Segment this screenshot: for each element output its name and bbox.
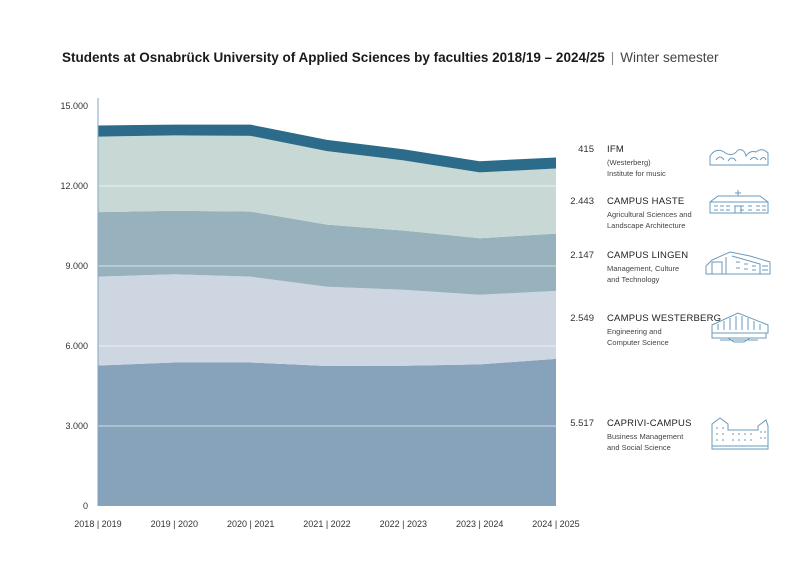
x-tick-label: 2019 | 2020 [151,519,198,529]
series-description-campus-lingen: Management, Culture [607,264,679,273]
area-ifm [98,124,556,173]
value-label-campus-westerberg: 2.549 [570,313,594,324]
value-label-caprivi-campus: 5.517 [570,418,594,429]
chart-subtitle: Winter semester [620,50,719,65]
series-name-ifm: IFM [607,144,624,155]
x-axis-ticks: 2018 | 2019 2019 | 2020 2020 | 2021 2021 | … [74,519,579,529]
chart-title-main: Students at Osnabrück University of Appl… [62,50,605,65]
value-label-campus-haste: 2.443 [570,196,594,207]
y-tick-label: 15.000 [60,101,88,111]
area-layers [98,124,556,506]
y-tick-label: 3.000 [65,421,88,431]
x-tick-label: 2023 | 2024 [456,519,503,529]
series-description-campus-lingen: and Technology [607,275,660,284]
series-description-campus-haste: Agricultural Sciences and [607,210,692,219]
x-tick-label: 2022 | 2023 [380,519,427,529]
x-tick-label: 2020 | 2021 [227,519,274,529]
title-separator: | [610,50,615,65]
building-icons [705,149,771,450]
y-tick-label: 12.000 [60,181,88,191]
x-tick-label: 2018 | 2019 [74,519,121,529]
y-tick-label: 9.000 [65,261,88,271]
area-campus-lingen [98,210,556,295]
y-tick-label: 0 [83,501,88,511]
value-label-ifm: 415 [578,144,594,155]
value-label-campus-lingen: 2.147 [570,250,594,261]
x-tick-label: 2021 | 2022 [303,519,350,529]
series-description-campus-haste: Landscape Architecture [607,221,685,230]
campus-lingen-building-icon [705,251,771,275]
series-name-campus-westerberg: CAMPUS WESTERBERG [607,313,721,324]
y-axis-ticks: 0 3.000 6.000 9.000 12.000 15.000 [60,101,88,511]
campus-westerberg-building-icon [711,312,769,343]
chart-title: Students at Osnabrück University of Appl… [62,50,719,65]
area-campus-haste [98,135,556,239]
series-name-campus-haste: CAMPUS HASTE [607,196,684,207]
grid-lines [98,105,556,427]
series-description-campus-westerberg: Engineering and [607,327,662,336]
series-name-caprivi-campus: CAPRIVI-CAMPUS [607,418,692,429]
y-tick-label: 6.000 [65,341,88,351]
area-caprivi-campus [98,358,556,506]
series-name-campus-lingen: CAMPUS LINGEN [607,250,688,261]
series-description-caprivi-campus: and Social Science [607,443,671,452]
ifm-building-icon [709,149,769,166]
series-description-ifm: (Westerberg) [607,158,651,167]
x-tick-label: 2024 | 2025 [532,519,579,529]
series-labels: 5.517 CAPRIVI-CAMPUS Business Management an… [570,144,721,452]
series-description-campus-westerberg: Computer Science [607,338,669,347]
caprivi-campus-building-icon [711,417,769,450]
series-description-ifm: Institute for music [607,169,666,178]
series-description-caprivi-campus: Business Management [607,432,684,441]
area-campus-westerberg [98,274,556,366]
campus-haste-building-icon [709,190,769,214]
